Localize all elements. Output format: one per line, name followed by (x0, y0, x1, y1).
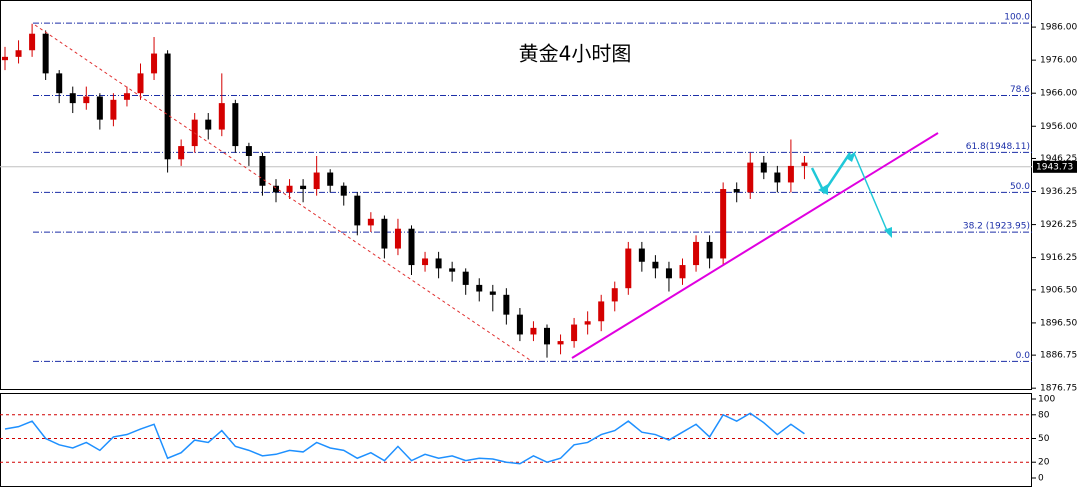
y-tick-label: 1916.25 (1040, 253, 1077, 263)
candle-body (557, 341, 564, 345)
candle-body (367, 218, 374, 226)
candle-body (530, 327, 537, 335)
y-tick-label: 1956.00 (1040, 122, 1077, 132)
candle-body (625, 248, 632, 289)
candle-body (449, 268, 456, 272)
candle-body (2, 56, 8, 61)
candle-body (611, 288, 618, 302)
y-tick-label: 1946.25 (1040, 154, 1077, 164)
candle-body (571, 324, 578, 342)
candle-body (706, 241, 713, 259)
price-label: 1943.73 (1036, 162, 1073, 172)
candle-body (110, 99, 117, 120)
candle-body (245, 146, 252, 156)
candle-body (123, 93, 130, 100)
fib-label: 78.6 (1010, 85, 1030, 95)
candle-body (665, 268, 672, 279)
support-line (571, 132, 939, 359)
arrow-head (884, 227, 892, 238)
rsi-tick-label: 50 (1038, 434, 1050, 444)
y-tick-label: 1876.75 (1040, 384, 1077, 394)
candle-body (273, 185, 279, 193)
candle-body (137, 73, 144, 94)
candle-body (259, 156, 266, 186)
candle-body (327, 172, 334, 186)
candle-body (381, 218, 388, 249)
candle-body (476, 284, 483, 292)
rsi-tick-label: 100 (1038, 395, 1055, 405)
candle-body (15, 50, 22, 57)
rsi-tick-label: 0 (1038, 474, 1044, 484)
candle-body (422, 258, 429, 266)
candle-body (394, 228, 401, 249)
candle-body (205, 119, 212, 130)
arrow-path (810, 152, 852, 195)
candle-body (544, 327, 550, 345)
candle-body (83, 96, 90, 104)
candle-body (96, 96, 103, 120)
candle-body (801, 162, 808, 166)
fib-label: 38.2 (1923.95) (963, 222, 1030, 232)
candle-body (693, 241, 700, 266)
candle-body (584, 321, 591, 325)
trend-line (34, 24, 531, 361)
rsi-panel (0, 393, 1032, 487)
candle-body (598, 301, 605, 322)
y-tick-label: 1976.00 (1040, 56, 1077, 66)
candle-body (354, 195, 361, 226)
candle-body (340, 185, 347, 196)
candle-body (178, 146, 185, 160)
candle-body (408, 228, 415, 266)
rsi-line (4, 412, 805, 465)
y-tick-label: 1926.25 (1040, 220, 1077, 230)
candle-body (679, 265, 686, 279)
candle-body (652, 261, 659, 269)
candle-body (638, 248, 645, 262)
rsi-tick-label: 20 (1038, 458, 1050, 468)
candle-body (720, 189, 727, 259)
candle-body (503, 294, 510, 315)
arrow-path (853, 152, 889, 234)
candle-body (286, 185, 293, 193)
candle-body (164, 53, 171, 160)
candle-body (516, 314, 523, 335)
rsi-tick-label: 80 (1038, 410, 1050, 420)
candle-body (760, 162, 767, 173)
candle-body (300, 185, 307, 190)
candle-body (747, 162, 754, 193)
arrow-head (846, 151, 856, 162)
y-tick-label: 1966.00 (1040, 89, 1077, 99)
y-tick-label: 1936.25 (1040, 187, 1077, 197)
fib-label: 61.8(1948.11) (966, 142, 1030, 152)
y-tick-label: 1906.50 (1040, 285, 1077, 295)
y-tick-label: 1986.00 (1040, 23, 1077, 33)
chart-title: 黄金4小时图 (519, 42, 632, 66)
candle-body (733, 189, 740, 193)
candle-body (774, 172, 781, 183)
candle-body (435, 258, 442, 269)
candle-body (787, 165, 794, 183)
candle-body (29, 33, 36, 51)
candle-body (313, 172, 320, 190)
arrow-head (818, 184, 828, 195)
candle-body (232, 103, 239, 147)
y-tick-label: 1896.50 (1040, 318, 1077, 328)
price-box (1033, 160, 1077, 173)
fib-label: 50.0 (1010, 182, 1030, 192)
main-panel (0, 0, 1032, 390)
y-tick-label: 1886.75 (1040, 351, 1077, 361)
candle-body (462, 271, 469, 285)
candle-body (69, 93, 76, 104)
candle-body (56, 73, 63, 94)
fib-label: 100.0 (1004, 13, 1030, 23)
candle-body (218, 103, 225, 130)
fib-label: 0.0 (1016, 351, 1031, 361)
candle-body (42, 33, 49, 74)
candle-body (151, 53, 158, 74)
candle-body (489, 291, 496, 295)
